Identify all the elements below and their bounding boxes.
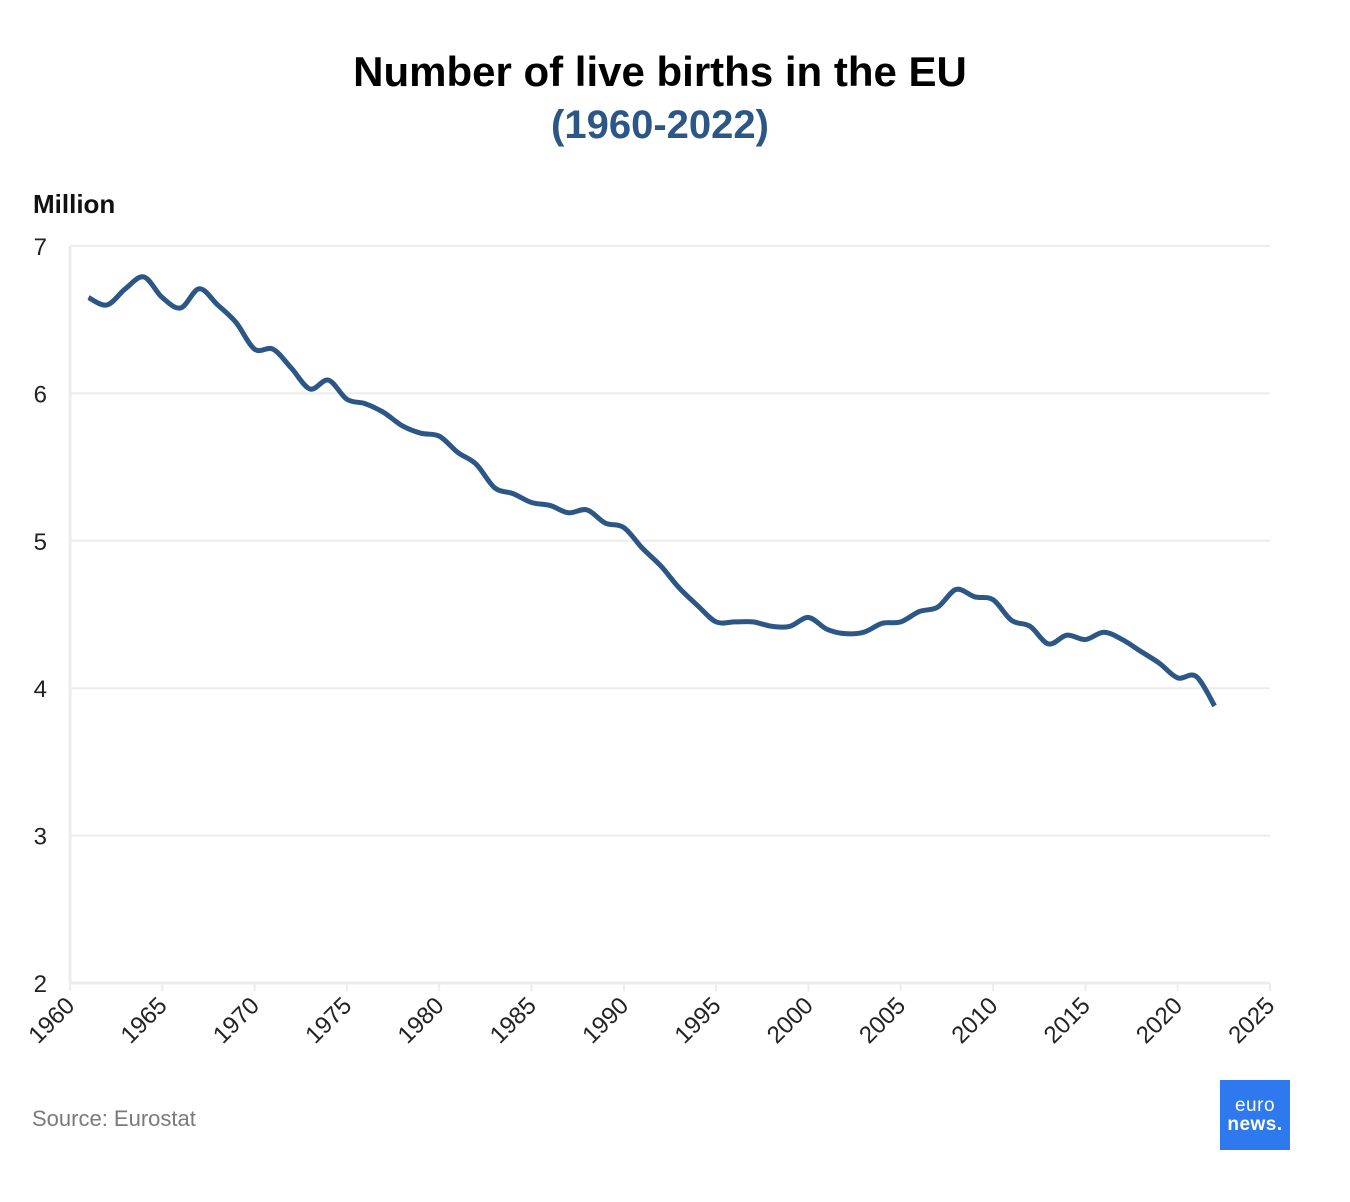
data-point-2013 — [1045, 641, 1051, 647]
x-tick-label: 1980 — [393, 992, 450, 1049]
data-point-1976 — [362, 401, 368, 407]
data-point-1967 — [196, 286, 202, 292]
data-point-1999 — [787, 623, 793, 629]
x-tick-label: 1975 — [300, 992, 357, 1049]
y-tick-label: 7 — [34, 234, 47, 261]
data-point-1987 — [565, 510, 571, 516]
y-tick-label: 2 — [34, 971, 47, 998]
x-tick-label: 2020 — [1131, 992, 1188, 1049]
y-tick-label: 6 — [34, 381, 47, 408]
data-point-2007 — [935, 604, 941, 610]
data-point-2011 — [1009, 617, 1015, 623]
data-point-1974 — [325, 377, 331, 383]
data-point-1983 — [492, 485, 498, 491]
data-point-1962 — [104, 302, 110, 308]
data-point-1991 — [639, 545, 645, 551]
data-point-1981 — [455, 449, 461, 455]
x-tick-label: 2005 — [854, 992, 911, 1049]
data-point-1975 — [344, 396, 350, 402]
y-tick-label: 5 — [34, 529, 47, 556]
x-tick-label: 2025 — [1223, 992, 1280, 1049]
data-point-1992 — [658, 563, 664, 569]
x-tick-label: 1960 — [23, 992, 80, 1049]
data-point-2012 — [1027, 623, 1033, 629]
logo-text-line1: euro — [1234, 1095, 1276, 1116]
data-point-1972 — [289, 365, 295, 371]
data-point-1995 — [713, 619, 719, 625]
euronews-logo: euro news. — [1220, 1080, 1290, 1150]
data-point-1984 — [510, 491, 516, 497]
data-point-2002 — [842, 631, 848, 637]
data-point-2019 — [1156, 660, 1162, 666]
data-point-2004 — [879, 620, 885, 626]
data-point-1996 — [732, 619, 738, 625]
x-tick-label: 1995 — [670, 992, 727, 1049]
data-point-1973 — [307, 386, 313, 392]
data-point-2017 — [1119, 637, 1125, 643]
data-point-2016 — [1101, 629, 1107, 635]
data-point-1997 — [750, 619, 756, 625]
grid-lines — [70, 245, 1270, 837]
data-point-2014 — [1064, 632, 1070, 638]
chart-title: Number of live births in the EU — [353, 48, 967, 95]
data-point-1978 — [399, 423, 405, 429]
data-point-2022 — [1212, 703, 1218, 709]
data-point-1994 — [695, 603, 701, 609]
data-point-1988 — [584, 507, 590, 513]
data-point-1969 — [233, 320, 239, 326]
x-tick-label: 1970 — [208, 992, 265, 1049]
data-point-2006 — [916, 609, 922, 615]
data-point-1980 — [436, 433, 442, 439]
y-tick-label: 4 — [34, 676, 47, 703]
data-point-2003 — [861, 629, 867, 635]
chart-subtitle: (1960-2022) — [551, 103, 769, 147]
data-point-1970 — [252, 346, 258, 352]
data-point-2010 — [990, 597, 996, 603]
data-point-2005 — [898, 619, 904, 625]
data-point-1965 — [159, 295, 165, 301]
x-tick-labels: 1960 1965 1970 1975 1980 1985 1990 1995 2000 2005… — [23, 992, 1280, 1049]
data-point-1961 — [85, 295, 91, 301]
data-point-1963 — [122, 286, 128, 292]
y-tick-labels: 2 3 4 5 6 7 — [34, 234, 47, 998]
data-point-1979 — [418, 430, 424, 436]
data-point-1968 — [215, 302, 221, 308]
data-point-1986 — [547, 502, 553, 508]
data-point-1985 — [529, 499, 535, 505]
data-point-2001 — [824, 626, 830, 632]
axes — [68, 246, 1271, 991]
x-tick-label: 2010 — [946, 992, 1003, 1049]
data-point-1964 — [141, 274, 147, 280]
data-point-1966 — [178, 305, 184, 311]
data-point-1998 — [769, 623, 775, 629]
x-tick-label: 1990 — [577, 992, 634, 1049]
data-point-2015 — [1082, 637, 1088, 643]
x-tick-label: 1965 — [116, 992, 173, 1049]
data-point-1990 — [621, 525, 627, 531]
x-tick-label: 2015 — [1039, 992, 1096, 1049]
data-point-1977 — [381, 410, 387, 416]
source-note: Source: Eurostat — [32, 1106, 196, 1131]
series-line-live-births — [87, 274, 1217, 708]
logo-text-line2: news. — [1227, 1114, 1283, 1135]
data-point-2008 — [953, 586, 959, 592]
y-tick-label: 3 — [34, 824, 47, 851]
data-point-1982 — [473, 461, 479, 467]
data-point-2009 — [972, 594, 978, 600]
data-point-2000 — [805, 614, 811, 620]
data-point-1993 — [676, 585, 682, 591]
x-tick-label: 2000 — [762, 992, 819, 1049]
data-point-2021 — [1193, 673, 1199, 679]
data-point-1989 — [602, 520, 608, 526]
series-layer — [85, 274, 1218, 709]
x-tick-label: 1985 — [485, 992, 542, 1049]
data-point-2018 — [1138, 648, 1144, 654]
data-point-1971 — [270, 346, 276, 352]
y-axis-unit-label: Million — [33, 189, 116, 219]
data-point-2020 — [1175, 675, 1181, 681]
